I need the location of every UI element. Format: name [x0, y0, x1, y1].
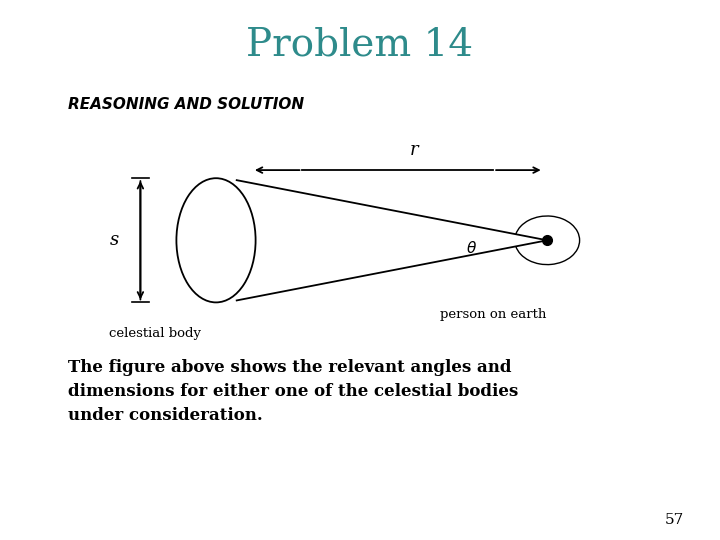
Text: s: s: [109, 231, 119, 249]
Text: r: r: [410, 141, 418, 159]
Text: 57: 57: [665, 512, 684, 526]
Text: celestial body: celestial body: [109, 327, 201, 340]
Text: Problem 14: Problem 14: [246, 27, 474, 64]
Text: $\theta$: $\theta$: [466, 240, 477, 256]
Text: person on earth: person on earth: [440, 308, 546, 321]
Text: REASONING AND SOLUTION: REASONING AND SOLUTION: [68, 97, 305, 112]
Text: The figure above shows the relevant angles and
dimensions for either one of the : The figure above shows the relevant angl…: [68, 359, 518, 424]
